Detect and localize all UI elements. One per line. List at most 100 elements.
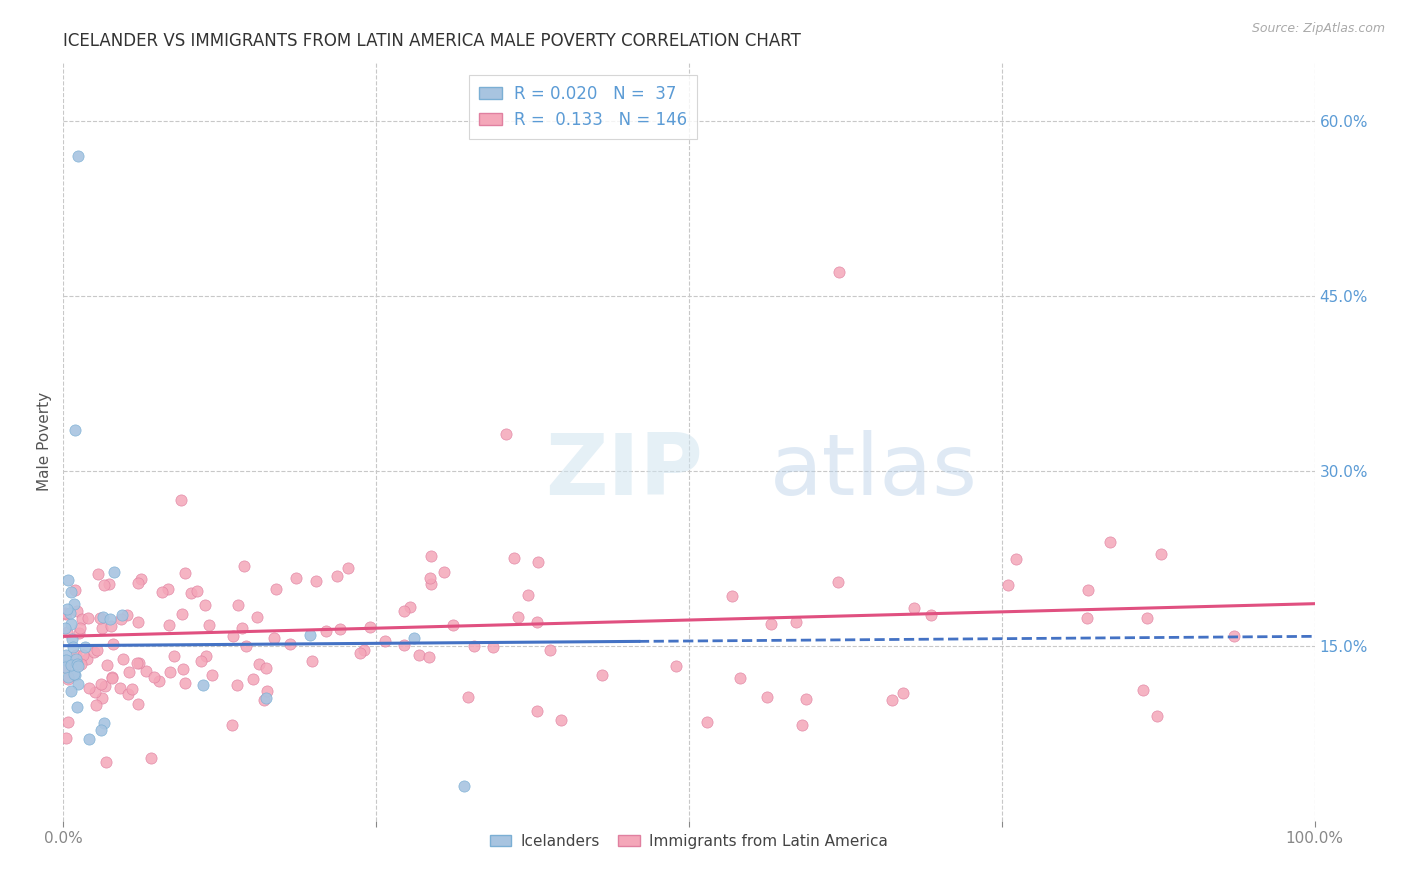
Point <box>135 664 157 678</box>
Point <box>408 648 430 662</box>
Point <box>108 681 131 695</box>
Point <box>882 693 904 707</box>
Point <box>163 648 186 663</box>
Point <box>96 657 118 672</box>
Point <box>526 704 548 718</box>
Point <box>66 657 89 672</box>
Point <box>329 622 352 636</box>
Point <box>254 690 277 705</box>
Point <box>142 669 165 683</box>
Point <box>222 629 245 643</box>
Point <box>55 653 77 667</box>
Point <box>349 646 371 660</box>
Point <box>112 652 135 666</box>
Point <box>402 631 425 645</box>
Point <box>67 149 90 163</box>
Point <box>141 750 163 764</box>
Point <box>84 685 107 699</box>
Point <box>77 611 100 625</box>
Point <box>117 687 139 701</box>
Point <box>63 667 86 681</box>
Point <box>62 640 84 655</box>
Point <box>53 660 76 674</box>
Point <box>591 667 613 681</box>
Point <box>221 718 243 732</box>
Point <box>235 639 257 653</box>
Point <box>457 690 479 705</box>
Point <box>79 681 101 695</box>
Point <box>157 582 180 597</box>
Point <box>110 607 132 622</box>
Point <box>170 492 193 507</box>
Point <box>110 612 132 626</box>
Point <box>56 602 79 616</box>
Point <box>420 549 443 563</box>
Point <box>231 621 253 635</box>
Point <box>761 617 783 632</box>
Point <box>86 643 108 657</box>
Point <box>60 683 83 698</box>
Point <box>70 657 93 671</box>
Point <box>76 652 98 666</box>
Point <box>263 631 285 645</box>
Point <box>91 621 114 635</box>
Point <box>755 690 778 705</box>
Text: ICELANDER VS IMMIGRANTS FROM LATIN AMERICA MALE POVERTY CORRELATION CHART: ICELANDER VS IMMIGRANTS FROM LATIN AMERI… <box>63 32 801 50</box>
Point <box>56 672 79 686</box>
Point <box>159 665 181 679</box>
Point <box>127 615 149 629</box>
Point <box>55 659 77 673</box>
Point <box>186 583 208 598</box>
Point <box>418 649 440 664</box>
Point <box>730 672 752 686</box>
Text: atlas: atlas <box>770 430 979 514</box>
Point <box>70 613 93 627</box>
Point <box>127 697 149 711</box>
Point <box>63 583 86 598</box>
Point <box>254 661 277 675</box>
Point <box>83 645 105 659</box>
Point <box>392 638 415 652</box>
Point <box>1076 611 1098 625</box>
Point <box>304 574 326 588</box>
Point <box>60 632 83 646</box>
Point <box>89 723 111 737</box>
Point <box>94 679 117 693</box>
Point <box>103 636 125 650</box>
Point <box>98 577 121 591</box>
Point <box>65 648 87 663</box>
Point <box>91 610 114 624</box>
Point <box>63 598 86 612</box>
Point <box>96 756 118 770</box>
Point <box>194 598 217 612</box>
Point <box>172 662 194 676</box>
Point <box>69 621 91 635</box>
Point <box>152 585 174 599</box>
Point <box>72 648 94 662</box>
Point <box>278 637 301 651</box>
Point <box>696 714 718 729</box>
Point <box>173 566 195 580</box>
Point <box>1005 551 1028 566</box>
Point <box>253 692 276 706</box>
Point <box>827 575 849 590</box>
Point <box>374 634 396 648</box>
Point <box>502 550 524 565</box>
Point <box>91 691 114 706</box>
Point <box>453 779 475 793</box>
Point <box>242 672 264 686</box>
Point <box>100 619 122 633</box>
Point <box>58 574 80 588</box>
Point <box>66 659 89 673</box>
Point <box>190 654 212 668</box>
Point <box>1150 548 1173 562</box>
Point <box>495 427 517 442</box>
Point <box>63 423 86 437</box>
Text: ZIP: ZIP <box>546 430 703 514</box>
Point <box>1132 683 1154 698</box>
Point <box>359 620 381 634</box>
Point <box>720 590 742 604</box>
Point <box>121 682 143 697</box>
Point <box>443 618 465 632</box>
Point <box>526 615 548 629</box>
